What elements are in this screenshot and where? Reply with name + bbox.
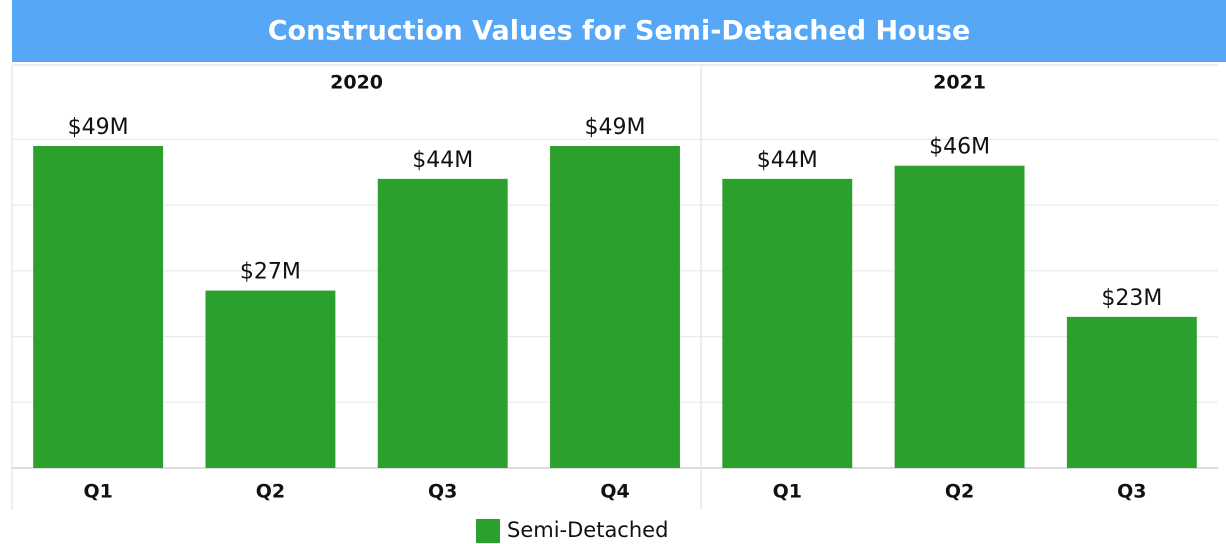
legend-swatch: [476, 519, 500, 543]
x-tick-label: Q2: [256, 481, 285, 503]
title-bar: [12, 0, 1226, 62]
value-label: $46M: [929, 135, 990, 160]
x-tick-label: Q3: [428, 481, 457, 503]
x-tick-label: Q2: [945, 481, 974, 503]
bar: [722, 178, 853, 468]
value-label: $49M: [585, 115, 646, 140]
bar: [33, 146, 164, 468]
value-label: $44M: [412, 148, 473, 173]
x-tick-label: Q1: [83, 481, 112, 503]
value-label: $49M: [68, 115, 129, 140]
legend-label: Semi-Detached: [507, 518, 668, 542]
value-label: $23M: [1101, 286, 1162, 311]
chart-title: Construction Values for Semi-Detached Ho…: [268, 16, 971, 47]
bar: [205, 290, 336, 468]
panel-label: 2021: [933, 72, 986, 94]
bar: [1066, 316, 1197, 468]
x-tick-label: Q3: [1117, 481, 1146, 503]
panel-label: 2020: [330, 72, 383, 94]
value-label: $44M: [757, 148, 818, 173]
bar: [894, 165, 1025, 468]
x-tick-label: Q4: [600, 481, 629, 503]
bar: [550, 146, 680, 468]
x-tick-label: Q1: [773, 481, 802, 503]
bar: [377, 178, 508, 468]
value-label: $27M: [240, 260, 301, 285]
